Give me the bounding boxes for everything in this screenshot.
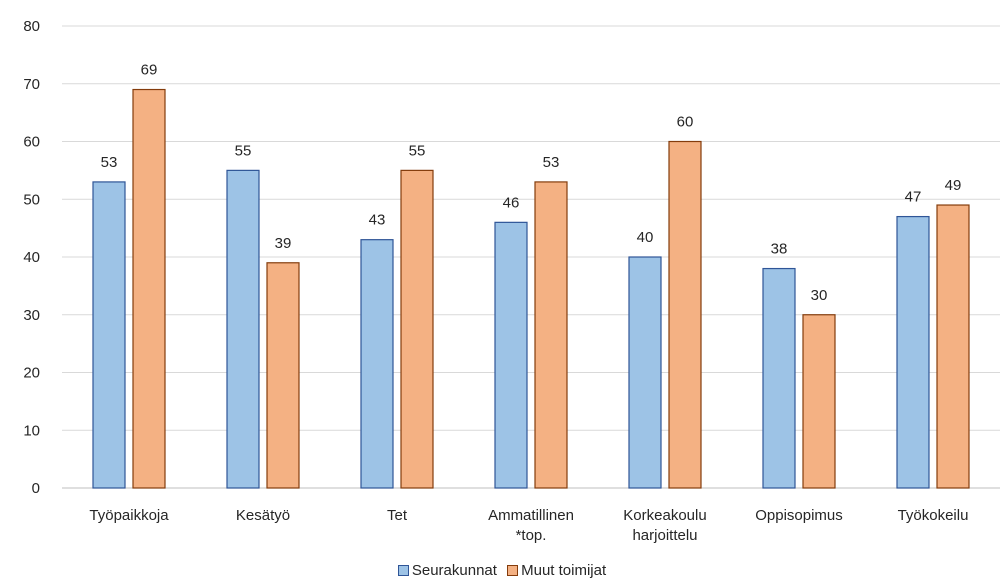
y-tick-label: 80 — [23, 18, 40, 35]
x-tick-label: Kesätyö — [236, 507, 290, 524]
x-tick-label: Työpaikkoja — [89, 507, 169, 524]
y-tick-label: 0 — [32, 480, 40, 497]
bar-seurakunnat — [896, 215, 930, 489]
bar-muut-toimijat — [936, 204, 970, 489]
y-tick-label: 30 — [23, 307, 40, 324]
data-label: 53 — [543, 154, 560, 171]
y-tick-label: 10 — [23, 422, 40, 439]
legend-label-seurakunnat: Seurakunnat — [411, 562, 497, 579]
y-tick-label: 40 — [23, 249, 40, 266]
bar-muut-toimijat — [802, 314, 836, 489]
bar-muut-toimijat — [534, 181, 568, 489]
data-label: 38 — [771, 241, 788, 258]
x-tick-label: Tet — [387, 507, 408, 524]
x-tick-label: Korkeakoulu — [623, 507, 706, 524]
y-tick-label: 20 — [23, 365, 40, 382]
y-tick-label: 50 — [23, 191, 40, 208]
data-label: 30 — [811, 287, 828, 304]
x-tick-label: harjoittelu — [632, 527, 697, 544]
y-tick-label: 70 — [23, 76, 40, 93]
bar-seurakunnat — [494, 221, 528, 489]
data-label: 49 — [945, 177, 962, 194]
data-label: 39 — [275, 235, 292, 252]
data-label: 55 — [235, 142, 252, 159]
data-label: 47 — [905, 189, 922, 206]
bar-seurakunnat — [762, 267, 796, 489]
bar-seurakunnat — [360, 239, 394, 489]
bar-muut-toimijat — [400, 169, 434, 489]
data-label: 69 — [141, 62, 158, 79]
bar-seurakunnat — [628, 256, 662, 489]
legend-item-muut-toimijat: Muut toimijat — [507, 562, 606, 579]
legend-item-seurakunnat: Seurakunnat — [397, 562, 497, 579]
legend-label-muut-toimijat: Muut toimijat — [521, 562, 607, 579]
data-label: 60 — [677, 114, 694, 131]
data-label: 43 — [369, 212, 386, 229]
bar-muut-toimijat — [132, 88, 166, 489]
legend: Seurakunnat Muut toimijat — [0, 562, 1004, 580]
x-tick-label: Oppisopimus — [755, 507, 843, 524]
bar-muut-toimijat — [668, 140, 702, 489]
y-tick-label: 60 — [23, 134, 40, 151]
bar-muut-toimijat — [266, 262, 300, 489]
data-label: 40 — [637, 229, 654, 246]
legend-swatch-muut-toimijat — [507, 565, 519, 576]
x-tick-label: *top. — [516, 527, 547, 544]
bar-seurakunnat — [92, 181, 126, 489]
legend-swatch-seurakunnat — [397, 565, 409, 576]
bar-seurakunnat — [226, 169, 260, 489]
x-tick-label: Ammatillinen — [488, 507, 574, 524]
data-label: 53 — [101, 154, 118, 171]
data-label: 46 — [503, 194, 520, 211]
x-tick-label: Työkokeilu — [898, 507, 969, 524]
data-label: 55 — [409, 142, 426, 159]
